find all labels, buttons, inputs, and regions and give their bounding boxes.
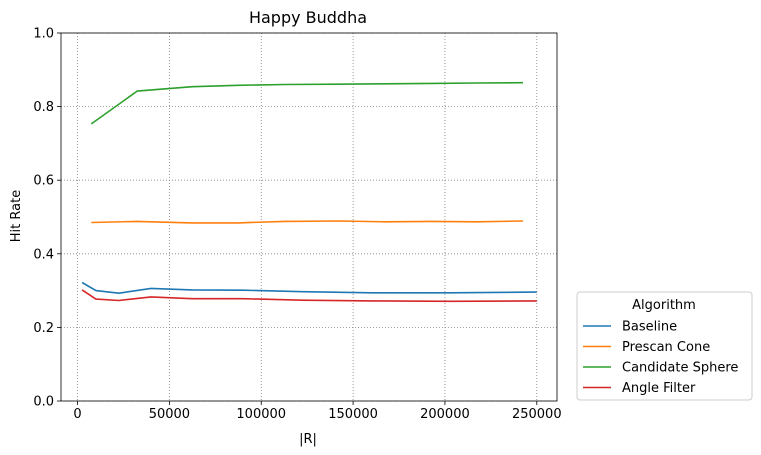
y-tick-label: 0.4 bbox=[33, 247, 54, 262]
x-tick-label: 0 bbox=[73, 407, 81, 422]
y-tick-label: 1.0 bbox=[33, 27, 54, 42]
series-line-prescan-cone bbox=[91, 220, 524, 224]
x-tick-label: 150000 bbox=[328, 407, 378, 422]
x-tick-label: 50000 bbox=[149, 407, 190, 422]
series-line-baseline bbox=[81, 281, 537, 295]
legend-title: Algorithm bbox=[632, 298, 696, 313]
x-tick-label: 100000 bbox=[236, 407, 286, 422]
y-axis-label: Hit Rate bbox=[9, 190, 24, 242]
y-tick-label: 0.0 bbox=[33, 395, 54, 410]
y-tick-label: 0.8 bbox=[33, 100, 54, 115]
series-lines bbox=[81, 81, 537, 303]
legend-items: Baseline Prescan Cone Candidate Sphere Angl… bbox=[583, 320, 738, 396]
x-axis-ticks: 0 50000 100000 150000 200000 250000 bbox=[73, 401, 562, 422]
legend-label-angle-filter: Angle Filter bbox=[622, 381, 696, 396]
legend-box bbox=[576, 291, 753, 401]
series-line-candidate-sphere bbox=[90, 81, 524, 125]
y-tick-label: 0.6 bbox=[33, 174, 54, 189]
chart-title: Happy Buddha bbox=[249, 8, 367, 27]
y-tick-label: 0.2 bbox=[33, 321, 54, 336]
series-line-angle-filter bbox=[81, 289, 537, 303]
y-axis-ticks: 0.0 0.2 0.4 0.6 0.8 1.0 bbox=[33, 27, 61, 410]
x-axis-label: |R| bbox=[299, 432, 317, 447]
legend-label-candidate-sphere: Candidate Sphere bbox=[622, 361, 738, 376]
legend-label-prescan-cone: Prescan Cone bbox=[622, 340, 710, 355]
legend: Algorithm Baseline Prescan Cone Candidate … bbox=[576, 291, 753, 401]
plot-frame bbox=[60, 32, 558, 402]
x-tick-label: 250000 bbox=[512, 407, 562, 422]
grid bbox=[61, 32, 557, 402]
x-tick-label: 200000 bbox=[420, 407, 470, 422]
legend-label-baseline: Baseline bbox=[622, 320, 677, 335]
